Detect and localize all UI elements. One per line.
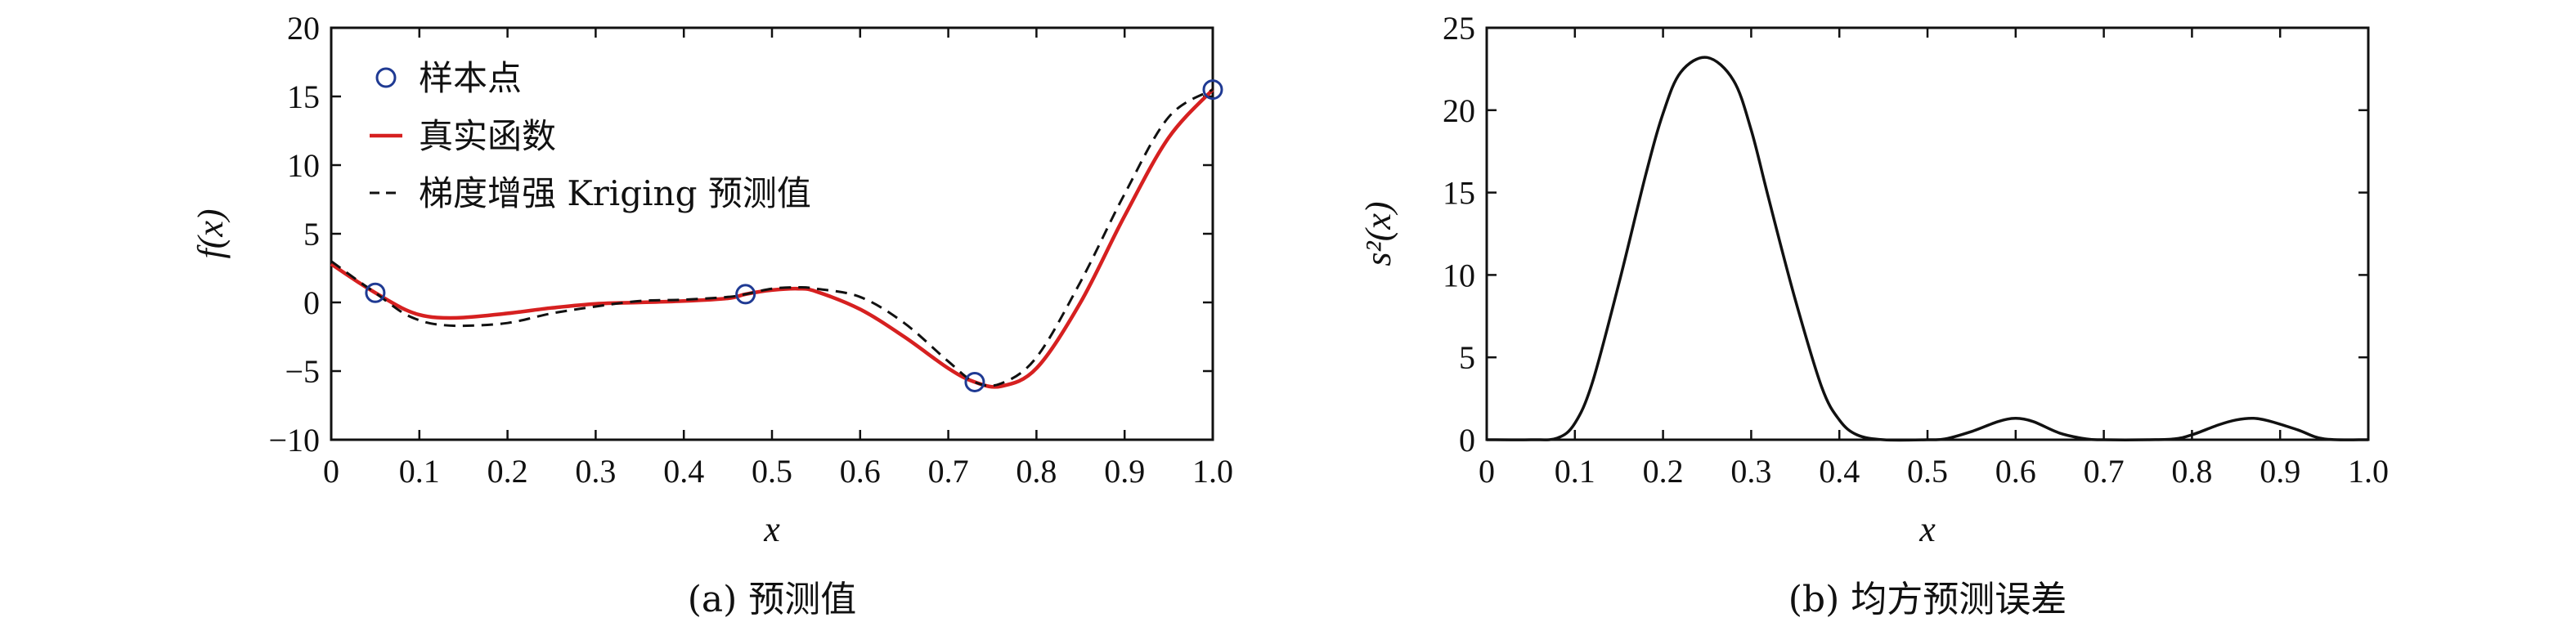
panel-b-x-tick-label: 0.1 (1555, 453, 1595, 490)
sample-point (735, 284, 756, 305)
panel-a-y-tick-label: 10 (287, 147, 320, 184)
panel-b-y-axis-label: s²(x) (1358, 201, 1398, 266)
panel-a-x-tick-label: 0.7 (928, 453, 969, 490)
panel-b-y-tick-label: 15 (1443, 175, 1475, 212)
panel-a-x-axis-label: x (763, 509, 780, 549)
legend-label-kriging-prediction: 梯度增强 Kriging 预测值 (419, 173, 811, 213)
panel-a-x-tick-label: 0.5 (752, 453, 792, 490)
panel-a-y-tick-label: 20 (287, 10, 320, 47)
panel-a-x-tick-label: 1.0 (1192, 453, 1233, 490)
panel-b-y-tick-label: 25 (1443, 10, 1475, 47)
panel-a-x-tick-label: 0.9 (1104, 453, 1145, 490)
panel-a-y-tick-label: 15 (287, 78, 320, 115)
legend-marker-sample-points (375, 67, 397, 88)
sample-point (964, 371, 985, 392)
series-line-true-function (330, 88, 1214, 389)
panel-b-x-tick-label: 0.5 (1907, 453, 1948, 490)
panel-b-x-tick-label: 0.8 (2171, 453, 2212, 490)
panel-b-x-tick-label: 0.3 (1730, 453, 1771, 490)
legend-label-sample-points: 样本点 (419, 58, 522, 98)
panel-b-x-ticks (1573, 28, 2282, 440)
panel-a: 0 0.1 0.2 0.3 0.4 0.5 0.6 0.7 0.8 0.9 1.… (191, 10, 1233, 620)
panel-a-x-tick-label: 0.3 (575, 453, 616, 490)
panel-a-x-tick-label: 0 (323, 453, 339, 490)
panel-a-x-tick-label: 0.6 (840, 453, 881, 490)
panel-a-x-tick-labels: 0 0.1 0.2 0.3 0.4 0.5 0.6 0.7 0.8 0.9 1.… (323, 453, 1233, 490)
panel-a-y-tick-label: 5 (303, 216, 320, 253)
panel-b-x-tick-label: 0.9 (2260, 453, 2300, 490)
panel-b-y-tick-labels: 0 5 10 15 20 25 (1443, 10, 1475, 459)
sample-points (365, 79, 1223, 392)
panel-a-x-tick-label: 0.8 (1016, 453, 1057, 490)
panel-a-x-tick-label: 0.1 (399, 453, 440, 490)
panel-b-y-ticks (1487, 109, 2368, 359)
panel-a-caption: (a) 预测值 (688, 579, 857, 620)
panel-b-y-tick-label: 20 (1443, 92, 1475, 129)
panel-b-y-tick-label: 5 (1459, 339, 1475, 376)
panel-b-y-tick-label: 10 (1443, 257, 1475, 293)
sample-point (365, 282, 386, 303)
legend: 样本点 真实函数 梯度增强 Kriging 预测值 (370, 58, 811, 213)
panel-b-x-axis-label: x (1919, 509, 1936, 549)
panel-b-x-tick-label: 0 (1479, 453, 1495, 490)
panel-a-x-ticks (418, 28, 1126, 440)
sample-point (1202, 79, 1223, 101)
panel-b-x-tick-label: 1.0 (2348, 453, 2389, 490)
panel-a-y-tick-labels: −10 −5 0 5 10 15 20 (268, 10, 320, 459)
panel-b-x-tick-label: 0.2 (1643, 453, 1684, 490)
panel-b: 0 0.1 0.2 0.3 0.4 0.5 0.6 0.7 0.8 0.9 1.… (1358, 10, 2389, 620)
series-line-kriging-prediction (330, 88, 1214, 387)
series-line-mse (1486, 56, 2369, 442)
panel-b-x-tick-label: 0.7 (2084, 453, 2125, 490)
panel-a-y-tick-label: −5 (285, 353, 320, 390)
panel-b-plot-frame (1485, 26, 2370, 441)
panel-a-x-tick-label: 0.4 (663, 453, 704, 490)
panel-a-y-tick-label: −10 (268, 422, 320, 459)
panel-b-x-tick-label: 0.6 (1995, 453, 2036, 490)
legend-label-true-function: 真实函数 (419, 116, 556, 156)
panel-b-x-tick-label: 0.4 (1819, 453, 1860, 490)
panel-b-y-tick-label: 0 (1459, 422, 1475, 459)
panel-a-x-tick-label: 0.2 (487, 453, 528, 490)
panel-b-caption: (b) 均方预测误差 (1788, 579, 2067, 620)
panel-a-y-axis-label: f(x) (191, 208, 231, 258)
panel-a-y-tick-label: 0 (303, 284, 320, 321)
panel-b-x-tick-labels: 0 0.1 0.2 0.3 0.4 0.5 0.6 0.7 0.8 0.9 1.… (1479, 453, 2389, 490)
